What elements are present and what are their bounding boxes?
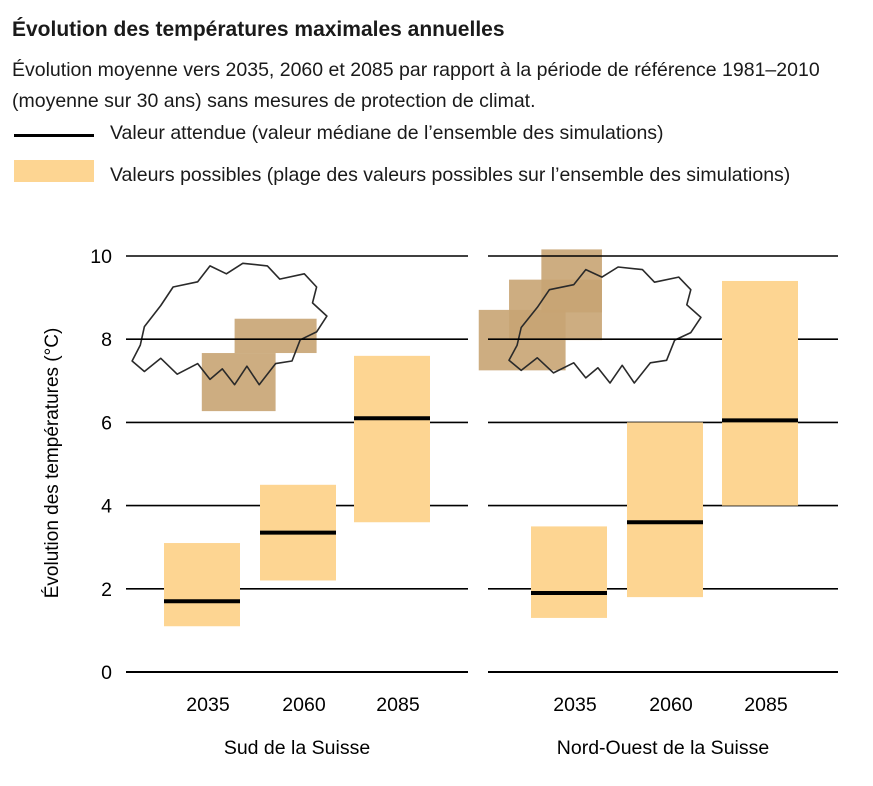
range-bar (354, 355, 430, 523)
median-lines (164, 416, 430, 604)
map-region-highlight (541, 249, 602, 313)
panel-sud: 2035 2060 2085 Sud de la Suisse (126, 255, 468, 759)
panel-nord-ouest: 2035 2060 2085 Nord-Ouest de la Suisse (478, 249, 838, 759)
y-tick-group: 0 2 4 6 8 10 (90, 246, 112, 684)
range-bar (164, 543, 240, 627)
y-tick-label: 0 (101, 662, 112, 684)
x-tick-label: 2060 (649, 694, 693, 716)
median-lines (531, 418, 798, 595)
y-tick-label: 6 (101, 412, 112, 434)
legend-median-label: Valeur attendue (valeur médiane de l’ens… (110, 122, 664, 144)
range-bar (722, 280, 798, 506)
switzerland-map-icon (131, 262, 328, 412)
legend-range-label: Valeurs possibles (plage des valeurs pos… (110, 164, 791, 186)
y-tick-label: 2 (101, 579, 112, 601)
x-tick-label: 2035 (186, 694, 230, 716)
range-bars (531, 280, 798, 618)
switzerland-fill (132, 263, 327, 385)
x-tick-label: 2085 (744, 694, 788, 716)
range-bar (531, 526, 607, 618)
x-tick-label: 2060 (282, 694, 326, 716)
switzerland-map-icon (478, 249, 702, 384)
panel-label: Nord-Ouest de la Suisse (557, 737, 769, 759)
chart-subtitle: Évolution moyenne vers 2035, 2060 et 208… (12, 59, 820, 112)
legend-median-swatch (14, 134, 94, 137)
x-tick-label: 2035 (553, 694, 597, 716)
y-tick-label: 8 (101, 329, 112, 351)
chart-title: Évolution des températures maximales ann… (12, 18, 505, 41)
map-region-highlight (234, 318, 317, 354)
range-bar (627, 422, 703, 598)
switzerland-outline (508, 266, 702, 384)
panel-label: Sud de la Suisse (224, 737, 370, 759)
legend-range-swatch (14, 160, 94, 182)
x-tick-labels: 2035 2060 2085 (186, 694, 420, 716)
y-tick-label: 4 (101, 496, 112, 518)
map-region-highlight (201, 353, 276, 412)
y-axis-label: Évolution des températures (°C) (42, 328, 63, 599)
y-tick-label: 10 (90, 246, 112, 268)
x-tick-labels: 2035 2060 2085 (553, 694, 788, 716)
x-tick-label: 2085 (376, 694, 420, 716)
